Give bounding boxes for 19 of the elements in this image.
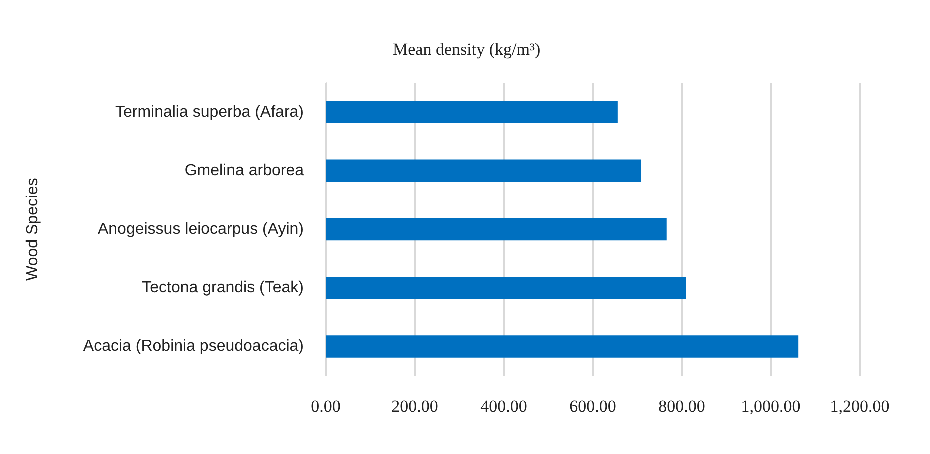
bar bbox=[326, 160, 642, 182]
y-axis-title: Wood Species bbox=[24, 178, 42, 281]
x-tick-label: 0.00 bbox=[311, 397, 341, 416]
y-tick-label: Gmelina arborea bbox=[184, 162, 304, 180]
y-tick-label: Acacia (Robinia pseudoacacia) bbox=[83, 338, 304, 356]
x-tick-label: 600.00 bbox=[570, 397, 616, 416]
chart-title: Mean density (kg/m³) bbox=[393, 40, 541, 59]
bar bbox=[326, 101, 618, 124]
y-tick-label: Anogeissus leiocarpus (Ayin) bbox=[98, 221, 304, 238]
x-tick-label: 1,200.00 bbox=[830, 397, 890, 416]
x-tick-label: 1,000.00 bbox=[741, 397, 801, 416]
y-tick-label: Tectona grandis (Teak) bbox=[142, 280, 304, 297]
y-tick-label: Terminalia superba (Afara) bbox=[115, 104, 304, 121]
x-tick-label: 400.00 bbox=[480, 397, 528, 416]
bar bbox=[326, 336, 799, 358]
bar bbox=[326, 218, 667, 241]
x-tick-label: 200.00 bbox=[392, 397, 438, 416]
x-tick-label: 800.00 bbox=[658, 397, 706, 416]
bar bbox=[326, 276, 686, 300]
